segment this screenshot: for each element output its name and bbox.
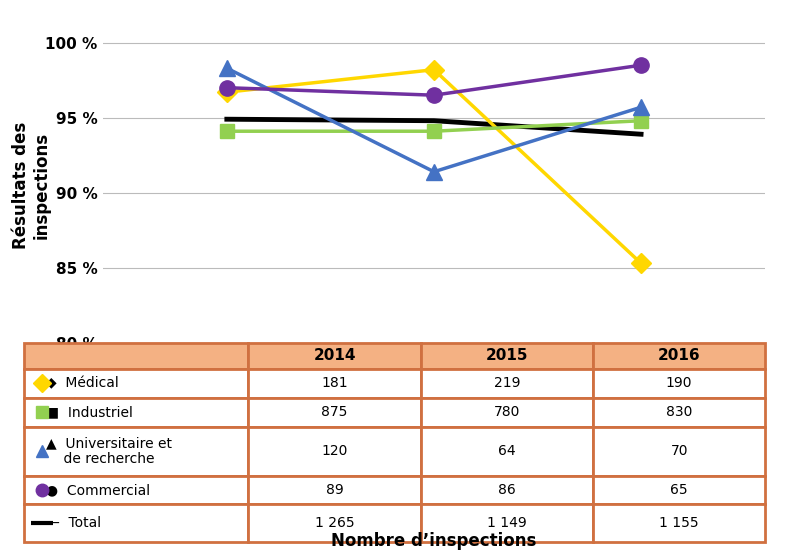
Y-axis label: Résultats des
inspections: Résultats des inspections (12, 122, 51, 249)
Text: Nombre d’inspections: Nombre d’inspections (331, 532, 537, 550)
